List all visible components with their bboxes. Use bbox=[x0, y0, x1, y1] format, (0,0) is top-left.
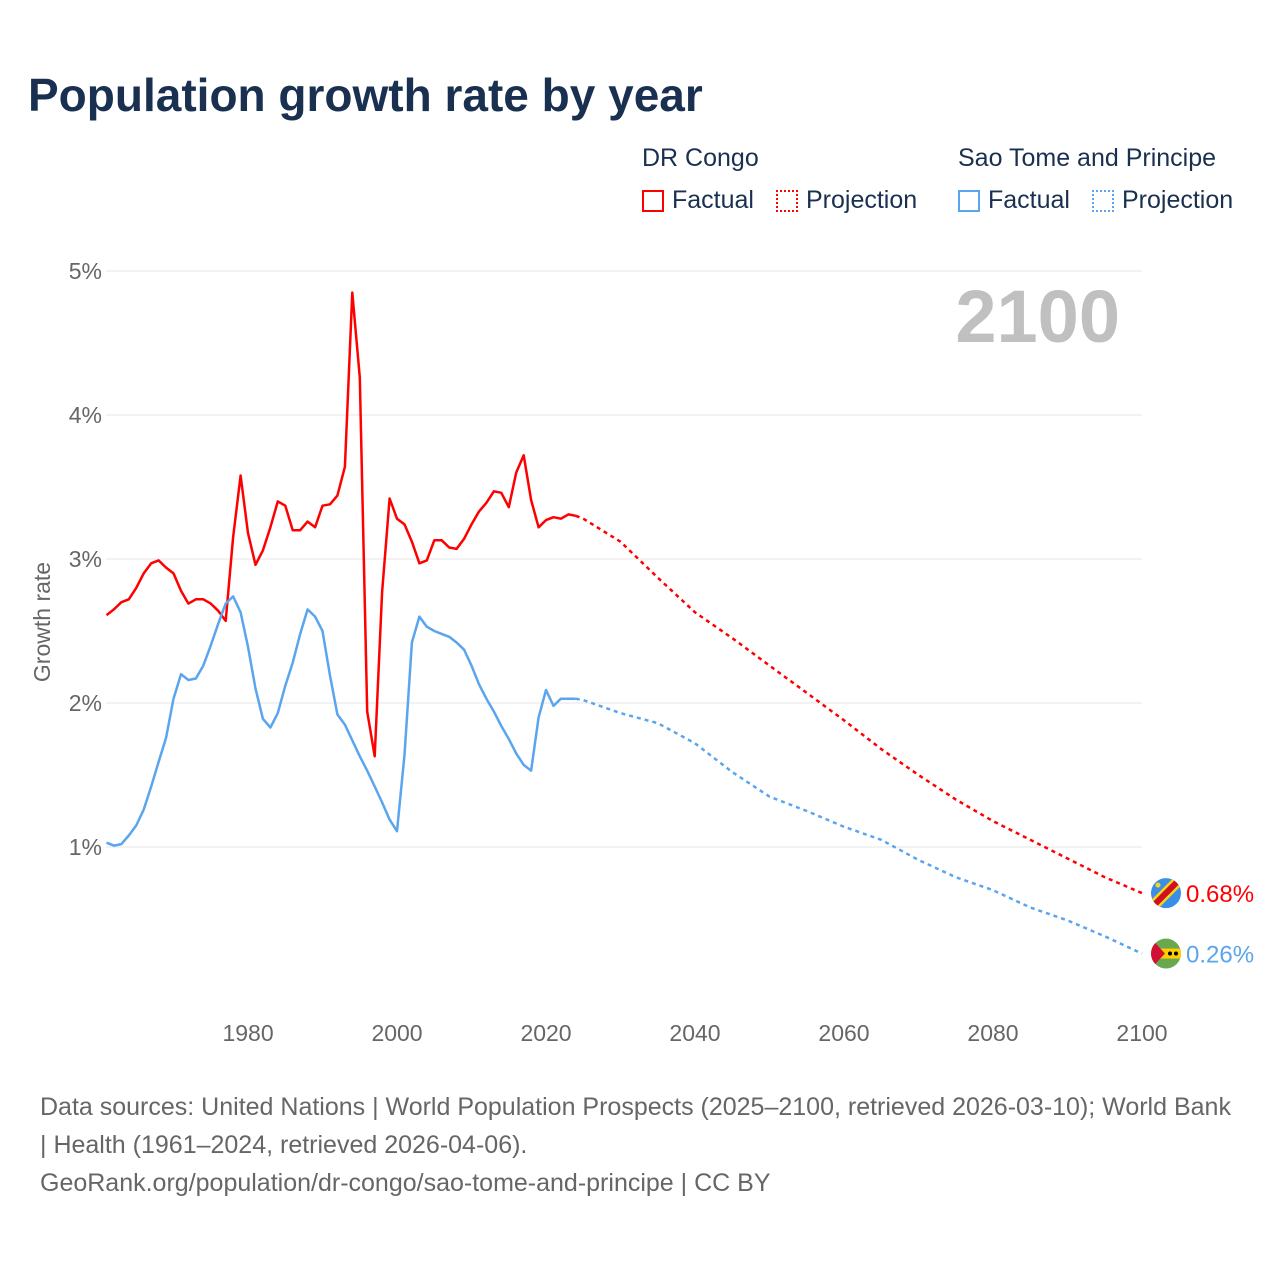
legend-swatch-solid bbox=[958, 189, 980, 212]
series-line-projection-1 bbox=[575, 697, 1143, 955]
dr-congo-flag-icon bbox=[1151, 878, 1181, 909]
legend-sao-tome-factual[interactable]: Factual bbox=[958, 186, 1070, 215]
end-value-label: 0.26% bbox=[1186, 942, 1254, 969]
y-tick-label: 5% bbox=[69, 258, 102, 284]
end-value-label: 0.68% bbox=[1186, 881, 1254, 908]
legend-swatch-solid bbox=[642, 189, 664, 212]
y-tick-label: 4% bbox=[69, 402, 102, 428]
y-tick-label: 1% bbox=[69, 834, 102, 860]
x-tick-label: 2020 bbox=[520, 1020, 571, 1046]
x-tick-label: 2040 bbox=[669, 1020, 720, 1046]
legend-sao-tome-projection[interactable]: Projection bbox=[1092, 186, 1233, 215]
x-tick-label: 2080 bbox=[967, 1020, 1018, 1046]
legend-label: Projection bbox=[806, 186, 918, 214]
x-tick-label: 2060 bbox=[818, 1020, 869, 1046]
year-indicator: 2100 bbox=[955, 275, 1120, 358]
series-line-factual-1 bbox=[106, 595, 576, 847]
chart-title: Population growth rate by year bbox=[28, 69, 703, 121]
series-line-factual-0 bbox=[105, 291, 577, 758]
legend-label: Factual bbox=[672, 186, 754, 214]
data-sources: Data sources: United Nations | World Pop… bbox=[40, 1093, 1231, 1159]
line-chart: 1% 2% 3% 4% 5% 1980 2000 2020 2040 2060 2080 2100 2… bbox=[29, 258, 1254, 1046]
x-tick-label: 2100 bbox=[1116, 1020, 1167, 1046]
legend-swatch-dotted bbox=[776, 189, 798, 212]
footer: Data sources: United Nations | World Pop… bbox=[40, 1088, 1240, 1202]
sao-tome-flag-icon bbox=[1151, 938, 1181, 969]
series-line-projection-0 bbox=[575, 514, 1143, 895]
legend-group-dr-congo: DR Congo bbox=[642, 144, 759, 172]
legend-swatch-dotted bbox=[1092, 189, 1114, 212]
source-link[interactable]: GeoRank.org/population/dr-congo/sao-tome… bbox=[40, 1169, 771, 1197]
legend-group-sao-tome: Sao Tome and Principe bbox=[958, 144, 1217, 172]
y-tick-label: 2% bbox=[69, 690, 102, 716]
y-axis-label: Growth rate bbox=[29, 562, 55, 682]
legend-dr-congo-factual[interactable]: Factual bbox=[642, 186, 754, 215]
y-tick-label: 3% bbox=[69, 546, 102, 572]
x-tick-label: 1980 bbox=[222, 1020, 273, 1046]
x-tick-label: 2000 bbox=[371, 1020, 422, 1046]
legend-dr-congo-projection[interactable]: Projection bbox=[776, 186, 917, 215]
legend-label: Factual bbox=[988, 186, 1070, 214]
legend-label: Projection bbox=[1122, 186, 1234, 214]
